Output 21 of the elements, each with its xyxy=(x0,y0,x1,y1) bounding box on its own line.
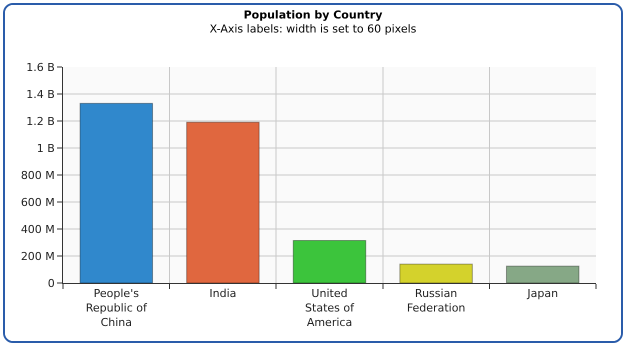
y-tick-label: 800 M xyxy=(20,168,55,182)
chart-title: Population by Country xyxy=(244,8,382,22)
y-tick-label: 1.6 B xyxy=(26,60,55,74)
x-tick-label: Japan xyxy=(526,287,558,300)
bar xyxy=(80,102,154,283)
y-tick-label: 600 M xyxy=(20,196,55,209)
x-tick-label: India xyxy=(209,287,236,300)
y-tick-label: 1 B xyxy=(36,142,55,155)
bar xyxy=(292,240,366,283)
y-tick-label: 200 M xyxy=(20,250,55,263)
bar xyxy=(186,122,260,283)
x-tick-label: United States of America xyxy=(305,287,356,329)
y-tick-label: 1.4 B xyxy=(26,88,55,101)
y-tick-label: 0 xyxy=(48,276,55,290)
y-tick-label: 1.2 B xyxy=(26,114,55,128)
bar xyxy=(399,264,473,283)
chart-subtitle: X-Axis labels: width is set to 60 pixels xyxy=(210,22,417,36)
x-tick-label: Russian Federation xyxy=(406,287,466,314)
y-tick-label: 400 M xyxy=(20,222,55,236)
bar xyxy=(506,266,580,283)
x-tick-label: People's Republic of China xyxy=(86,287,148,329)
